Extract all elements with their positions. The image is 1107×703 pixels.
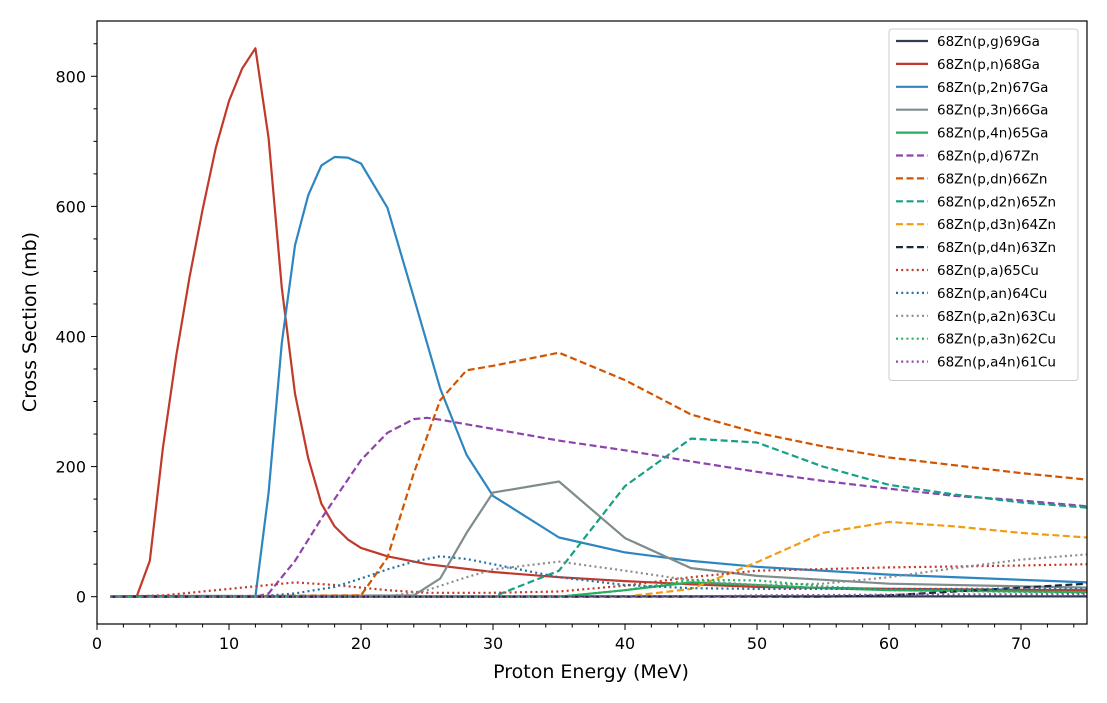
legend-label: 68Zn(p,d3n)64Zn (937, 217, 1056, 233)
series-line-8 (110, 520, 1088, 598)
y-tick-label: 400 (55, 327, 86, 346)
legend-label: 68Zn(p,a3n)62Cu (937, 332, 1056, 348)
legend-label: 68Zn(p,d)67Zn (937, 149, 1039, 165)
legend-label: 68Zn(p,n)68Ga (937, 57, 1040, 73)
x-tick-label: 0 (92, 634, 102, 653)
x-tick-label: 30 (483, 634, 503, 653)
legend-label: 68Zn(p,a4n)61Cu (937, 355, 1056, 371)
series-line-7 (110, 437, 1088, 598)
legend-label: 68Zn(p,2n)67Ga (937, 80, 1048, 96)
y-tick-label: 600 (55, 197, 86, 216)
series-line-6 (110, 351, 1088, 598)
x-tick-label: 70 (1011, 634, 1031, 653)
legend-label: 68Zn(p,d4n)63Zn (937, 240, 1056, 256)
y-axis: 0 200 400 600 800 (55, 43, 97, 607)
legend-label: 68Zn(p,d2n)65Zn (937, 194, 1056, 210)
x-axis: 0 10 20 30 40 50 60 70 (92, 624, 1075, 653)
plot-frame (96, 20, 1088, 625)
series-line-12 (110, 553, 1088, 598)
legend-frame (888, 28, 1079, 381)
series-line-13 (110, 578, 1088, 598)
series-line-11 (110, 555, 1087, 598)
legend-label: 68Zn(p,a2n)63Cu (937, 309, 1056, 325)
x-tick-label: 50 (747, 634, 767, 653)
y-tick-label: 0 (76, 588, 86, 607)
y-tick-label: 200 (55, 458, 86, 477)
x-tick-label: 40 (615, 634, 635, 653)
legend-label: 68Zn(p,3n)66Ga (937, 103, 1048, 119)
legend: 68Zn(p,g)69Ga 68Zn(p,n)68Ga 68Zn(p,2n)67Ga… (888, 28, 1079, 381)
series-line-1 (110, 47, 1088, 598)
y-tick-label: 800 (55, 67, 86, 86)
series-line-5 (110, 416, 1088, 598)
plot-lines (110, 47, 1088, 598)
x-axis-label: Proton Energy (MeV) (493, 661, 689, 683)
x-tick-label: 10 (219, 634, 239, 653)
legend-label: 68Zn(p,a)65Cu (937, 263, 1039, 279)
series-line-10 (110, 563, 1088, 598)
y-axis-label: Cross Section (mb) (19, 232, 41, 412)
legend-label: 68Zn(p,4n)65Ga (937, 126, 1048, 142)
legend-label: 68Zn(p,dn)66Zn (937, 171, 1048, 187)
x-tick-label: 20 (351, 634, 371, 653)
x-tick-label: 60 (879, 634, 899, 653)
legend-label: 68Zn(p,g)69Ga (937, 34, 1040, 50)
legend-label: 68Zn(p,an)64Cu (937, 286, 1047, 302)
series-line-3 (110, 480, 1088, 598)
